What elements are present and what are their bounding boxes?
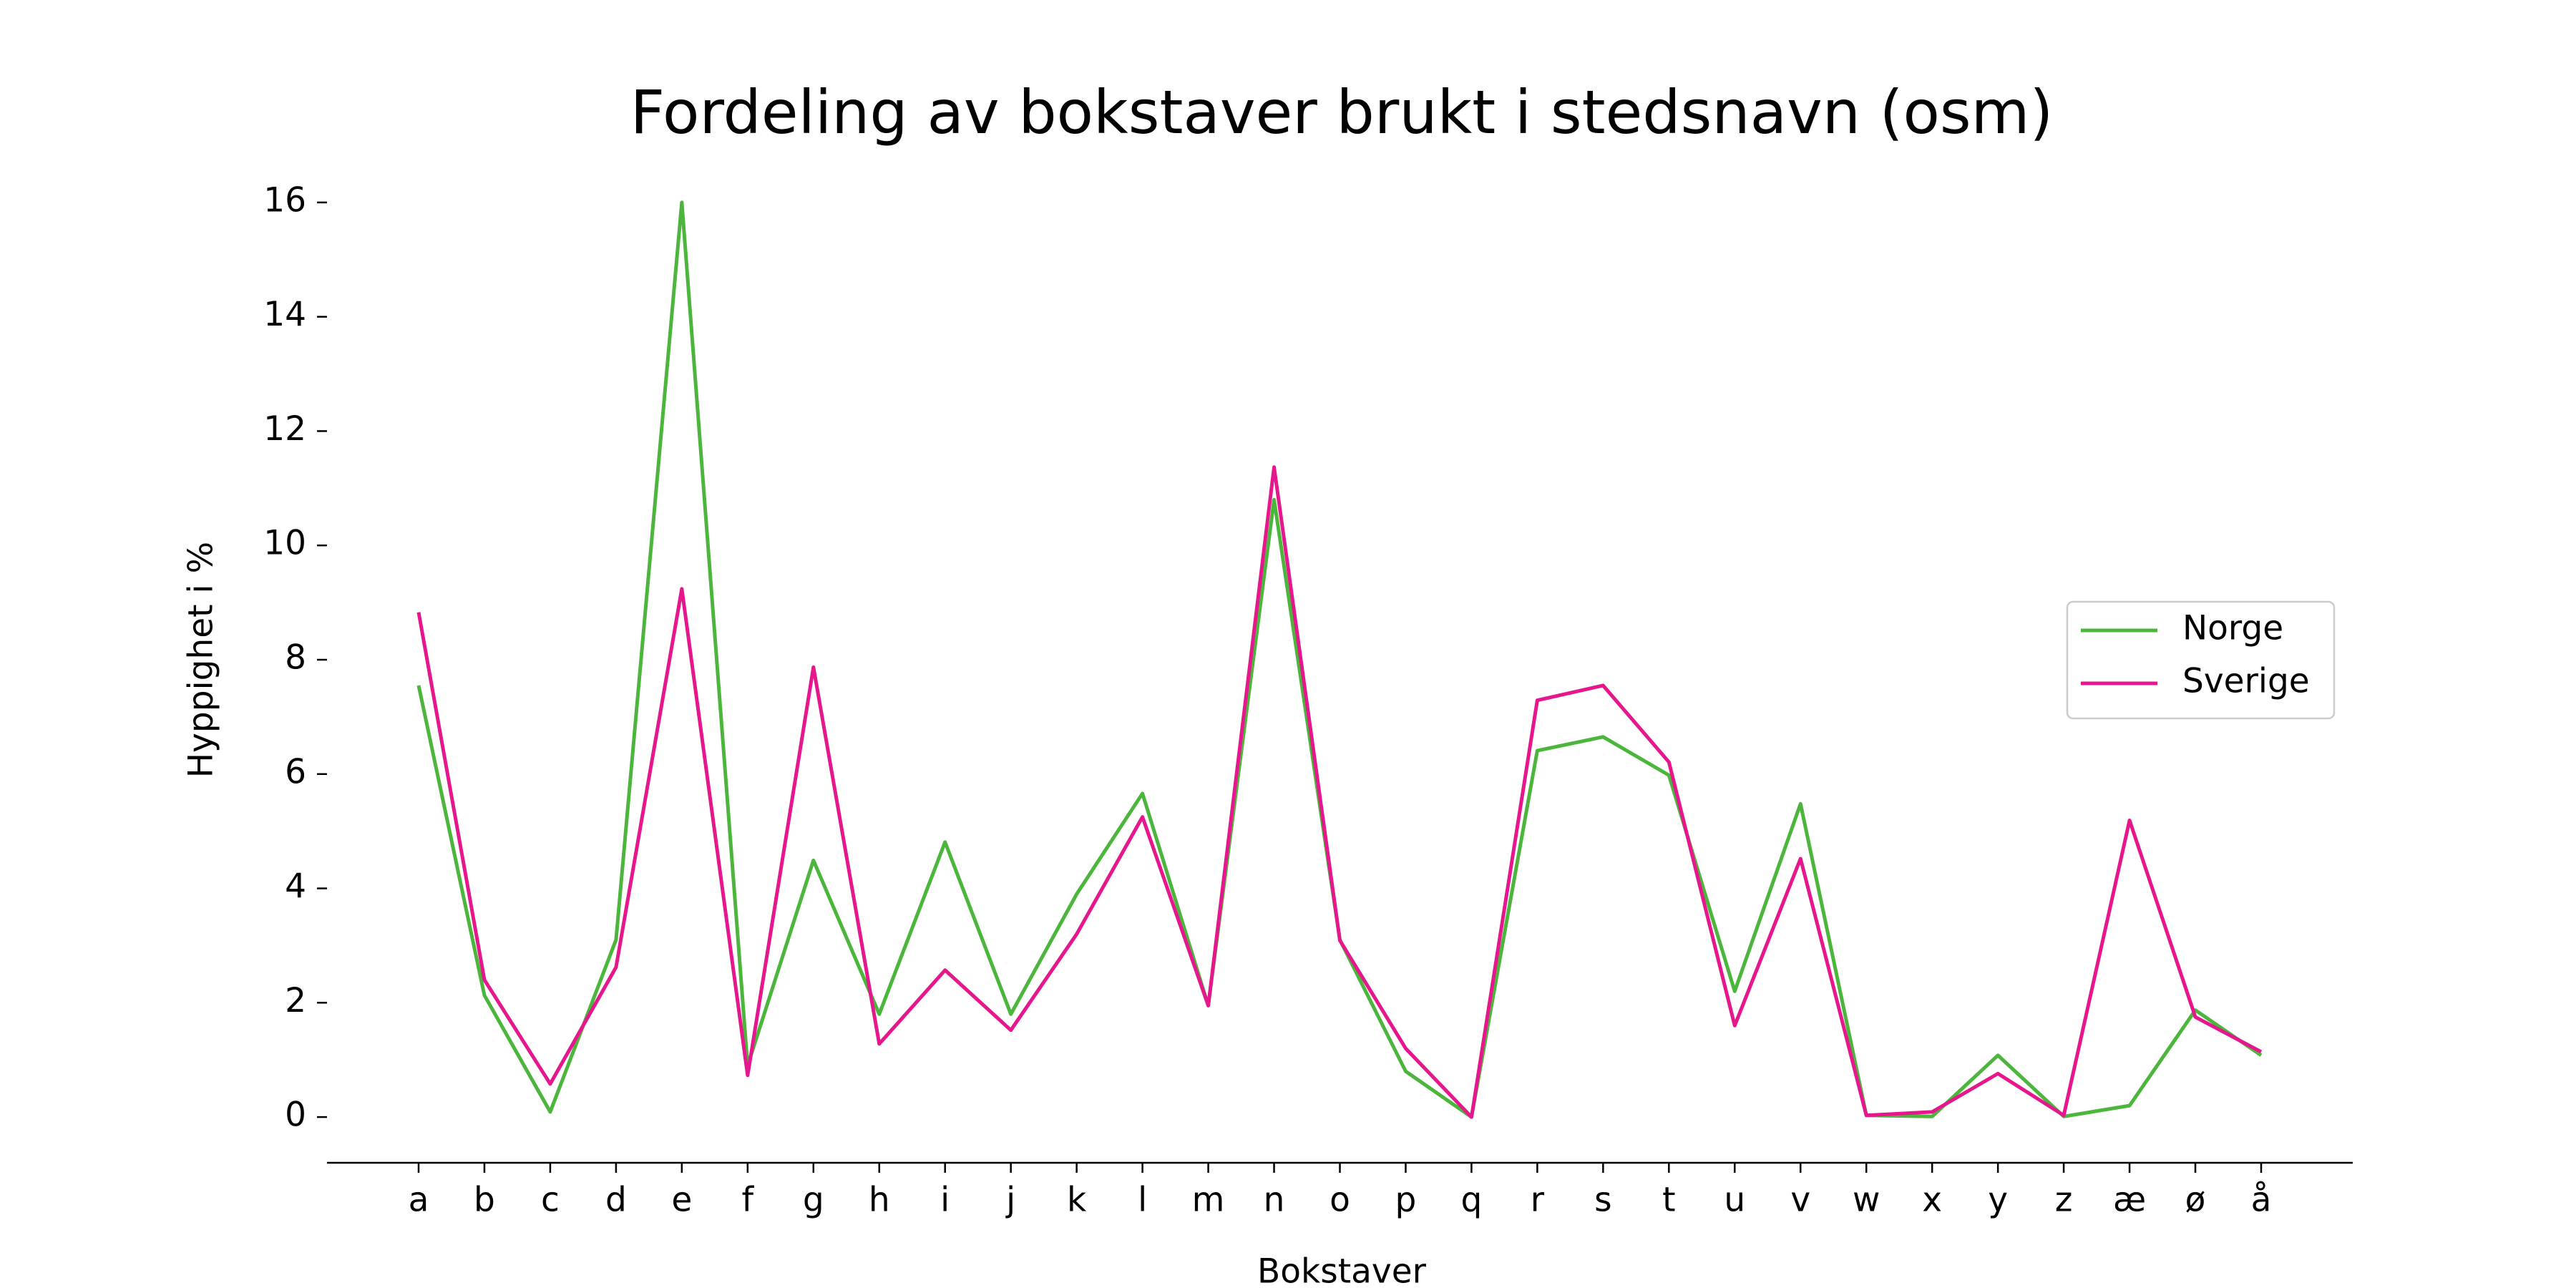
x-tick-label: h [869, 1181, 890, 1220]
x-tick-label: n [1264, 1181, 1285, 1220]
x-tick-label: e [671, 1181, 692, 1220]
x-tick-label: g [803, 1181, 824, 1220]
chart-title: Fordeling av bokstaver brukt i stedsnavn… [630, 77, 2054, 147]
x-tick-label: m [1192, 1181, 1225, 1220]
y-tick-label: 14 [263, 295, 306, 334]
x-tick-label: c [541, 1181, 560, 1220]
x-tick-label: å [2251, 1181, 2272, 1220]
y-tick-label: 0 [285, 1096, 306, 1135]
x-tick-label: x [1922, 1181, 1942, 1220]
data-line [416, 465, 2263, 1119]
legend: Norge Sverige [2066, 600, 2336, 720]
y-tick-label: 8 [285, 638, 306, 678]
x-tick-label: d [605, 1181, 627, 1220]
x-tick-label: j [1005, 1181, 1015, 1220]
x-tick-label: o [1330, 1181, 1350, 1220]
x-tick-label: v [1790, 1181, 1810, 1220]
x-axis-label: Bokstaver [1257, 1252, 1427, 1288]
y-tick-label: 16 [263, 180, 306, 220]
legend-label: Norge [2182, 609, 2283, 648]
y-tick-label: 4 [285, 867, 306, 906]
data-line [416, 200, 2263, 1119]
y-tick-label: 12 [263, 409, 306, 449]
x-tick-label: z [2055, 1181, 2073, 1220]
y-tick-label: 2 [285, 981, 306, 1020]
x-tick-label: f [742, 1181, 755, 1220]
y-tick-label: 10 [263, 524, 306, 563]
x-tick-label: æ [2113, 1181, 2146, 1220]
x-tick-label: ø [2185, 1181, 2206, 1220]
x-tick-label: i [940, 1181, 950, 1220]
x-tick-label: y [1988, 1181, 2008, 1220]
legend-label: Sverige [2182, 662, 2310, 701]
x-tick-label: k [1067, 1181, 1087, 1220]
x-tick-label: b [474, 1181, 495, 1220]
x-tick-label: q [1461, 1181, 1483, 1220]
y-axis-label: Hyppighet i % [182, 542, 221, 778]
x-tick-label: u [1724, 1181, 1745, 1220]
x-tick-label: s [1594, 1181, 1612, 1220]
x-tick-label: r [1531, 1181, 1545, 1220]
x-tick-label: t [1662, 1181, 1675, 1220]
x-tick-label: p [1395, 1181, 1417, 1220]
x-tick-label: a [409, 1181, 429, 1220]
x-tick-label: l [1138, 1181, 1147, 1220]
x-tick-label: w [1853, 1181, 1880, 1220]
y-tick-label: 6 [285, 752, 306, 791]
